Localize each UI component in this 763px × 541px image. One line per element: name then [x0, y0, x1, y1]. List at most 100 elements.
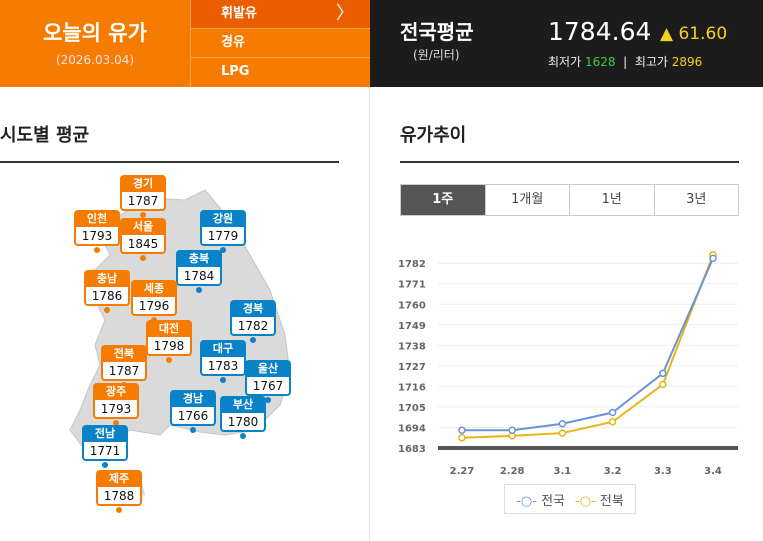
region-dot	[102, 462, 108, 468]
y-tick-label: 1683	[398, 444, 426, 455]
region-label[interactable]: 세종 1796	[131, 280, 177, 323]
x-tick-label: 3.1	[554, 466, 572, 477]
national-average: 전국평균 (원/리터) 1784.64 ▲ 61.60 최저가 1628 | 최…	[370, 0, 763, 87]
region-dot	[196, 287, 202, 293]
region-label[interactable]: 부산 1780	[220, 396, 266, 439]
region-value: 1845	[120, 235, 166, 254]
region-label[interactable]: 강원 1779	[200, 210, 246, 253]
region-name: 세종	[131, 280, 177, 297]
data-point	[458, 426, 466, 435]
region-label[interactable]: 충남 1786	[84, 270, 130, 313]
legend-label: 전국	[541, 493, 565, 509]
period-tabs: 1주 1개월 1년 3년	[400, 184, 739, 216]
chevron-right-icon: 〉	[336, 3, 354, 24]
trend-title: 유가추이	[400, 121, 739, 163]
fuel-menu: 휘발유 〉 경유 LPG	[190, 0, 370, 87]
region-label[interactable]: 전남 1771	[82, 425, 128, 468]
region-value: 1782	[230, 317, 276, 336]
region-label[interactable]: 울산 1767	[245, 360, 291, 403]
fuel-label: LPG	[221, 64, 250, 79]
region-label[interactable]: 제주 1788	[96, 470, 142, 513]
region-name: 경남	[170, 390, 216, 407]
legend-marker-icon: -○-	[575, 493, 596, 509]
region-value: 1793	[74, 227, 120, 246]
data-point	[458, 433, 466, 442]
data-point	[659, 380, 667, 389]
fuel-label: 경유	[221, 35, 245, 50]
legend-national: -○- 전국	[516, 490, 565, 509]
region-label[interactable]: 전북 1787	[101, 345, 147, 388]
region-dot	[104, 307, 110, 313]
x-tick-label: 2.28	[500, 466, 525, 477]
data-point	[659, 369, 667, 378]
region-label[interactable]: 대전 1798	[146, 320, 192, 363]
tab-1month[interactable]: 1개월	[484, 185, 570, 215]
region-name: 서울	[120, 218, 166, 235]
region-name: 부산	[220, 396, 266, 413]
region-dot	[113, 420, 119, 426]
series-line	[462, 257, 714, 432]
region-label[interactable]: 충북 1784	[176, 250, 222, 293]
region-value: 1767	[245, 377, 291, 396]
region-label[interactable]: 경기 1787	[120, 175, 166, 218]
y-tick-label: 1727	[398, 362, 426, 373]
fuel-gasoline[interactable]: 휘발유 〉	[191, 0, 370, 29]
region-name: 경기	[120, 175, 166, 192]
region-dot	[190, 427, 196, 433]
region-label[interactable]: 경남 1766	[170, 390, 216, 433]
change-value: ▲ 61.60	[660, 24, 728, 44]
max-value: 2896	[671, 55, 703, 69]
legend-jeonbuk: -○- 전북	[575, 490, 624, 509]
region-name: 제주	[96, 470, 142, 487]
region-dot	[94, 247, 100, 253]
min-value: 1628	[584, 55, 616, 69]
region-label[interactable]: 경북 1782	[230, 300, 276, 343]
max-label: 최고가	[634, 55, 668, 69]
unit: (원/리터)	[413, 48, 460, 62]
region-value: 1766	[170, 407, 216, 426]
chart-legend: -○- 전국 -○- 전북	[504, 484, 636, 514]
region-value: 1783	[200, 357, 246, 376]
region-dot	[220, 377, 226, 383]
regional-title: 시도별 평균	[0, 121, 339, 163]
data-point	[508, 426, 516, 435]
region-label[interactable]: 광주 1793	[93, 383, 139, 426]
fuel-lpg[interactable]: LPG	[191, 58, 370, 87]
tab-1year[interactable]: 1년	[569, 185, 654, 215]
divider	[369, 87, 370, 541]
y-tick-label: 1749	[398, 321, 426, 332]
region-value: 1787	[120, 192, 166, 211]
y-tick-label: 1738	[398, 341, 426, 352]
national-title: 전국평균	[400, 20, 474, 44]
region-name: 전남	[82, 425, 128, 442]
region-dot	[140, 255, 146, 261]
y-tick-label: 1716	[398, 382, 426, 393]
x-axis	[438, 446, 738, 450]
date: (2026.03.04)	[55, 53, 135, 67]
region-label[interactable]: 인천 1793	[74, 210, 120, 253]
trend-chart: 1683 1694 1705 1716 1727 1738 1749 1760 1771 1782…	[398, 251, 738, 477]
y-tick-label: 1760	[398, 300, 426, 311]
region-dot	[220, 247, 226, 253]
tab-1week[interactable]: 1주	[401, 185, 485, 215]
region-value: 1771	[82, 442, 128, 461]
region-name: 광주	[93, 383, 139, 400]
region-name: 울산	[245, 360, 291, 377]
page-title: 오늘의 유가	[43, 21, 147, 45]
tab-3years[interactable]: 3년	[653, 185, 739, 215]
min-label: 최저가	[548, 55, 582, 69]
region-name: 대구	[200, 340, 246, 357]
region-dot	[140, 212, 146, 218]
region-value: 1793	[93, 400, 139, 419]
region-value: 1787	[101, 362, 147, 381]
min-max: 최저가 1628 | 최고가 2896	[548, 53, 702, 70]
region-dot	[265, 397, 271, 403]
fuel-diesel[interactable]: 경유	[191, 29, 370, 58]
region-label[interactable]: 대구 1783	[200, 340, 246, 383]
region-label[interactable]: 서울 1845	[120, 218, 166, 261]
region-dot	[166, 357, 172, 363]
x-tick-label: 3.2	[604, 466, 622, 477]
region-name: 대전	[146, 320, 192, 337]
legend-marker-icon: -○-	[516, 493, 537, 509]
region-value: 1798	[146, 337, 192, 356]
